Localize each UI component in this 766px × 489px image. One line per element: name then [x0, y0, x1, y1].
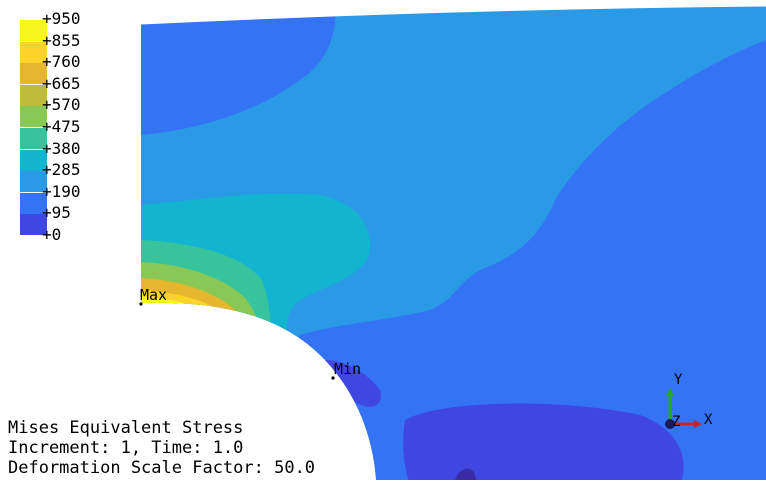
- legend-entry: +570: [20, 95, 140, 128]
- legend-label: +950: [42, 9, 81, 28]
- info-increment: Increment: 1, Time: 1.0: [8, 438, 244, 458]
- legend-swatch: [20, 192, 47, 214]
- legend-swatch: [20, 41, 47, 63]
- legend-swatch: [20, 63, 47, 85]
- legend-swatch: [20, 128, 47, 149]
- legend-entry: +190: [20, 181, 140, 214]
- legend-label: +190: [42, 181, 81, 201]
- y-axis-label: Y: [674, 372, 683, 388]
- legend-label: +570: [42, 95, 81, 115]
- z-axis-dot: [665, 419, 675, 429]
- legend-swatch: [20, 214, 47, 236]
- legend-label: +760: [42, 52, 81, 72]
- x-axis-label: X: [704, 412, 713, 428]
- z-axis-label: Z: [672, 414, 681, 430]
- min-marker: [331, 376, 335, 380]
- axis-triad: Y Z X: [660, 372, 720, 432]
- legend-label: +380: [42, 138, 81, 158]
- legend-entry: +380: [20, 138, 140, 171]
- info-title: Mises Equivalent Stress: [8, 418, 244, 438]
- legend-entry: +665: [20, 73, 140, 106]
- legend-label: +285: [42, 160, 81, 180]
- info-scale-factor: Deformation Scale Factor: 50.0: [8, 458, 316, 478]
- legend-entry: +285: [20, 160, 140, 193]
- y-axis-arrow-head: [666, 388, 674, 396]
- legend-swatch: [20, 171, 47, 193]
- legend-label: +665: [42, 73, 81, 93]
- max-marker: [139, 302, 143, 306]
- legend-label: +0: [42, 225, 62, 244]
- legend-entry: +95: [20, 203, 140, 236]
- legend-entry: +950: [20, 9, 140, 41]
- x-axis-arrow-head: [694, 420, 702, 428]
- legend-entry: +0: [20, 225, 140, 248]
- legend-label: +855: [42, 30, 81, 50]
- max-label: Max: [140, 286, 168, 304]
- legend-entry: +760: [20, 52, 140, 85]
- legend-swatch: [20, 84, 47, 106]
- legend-entry: +855: [20, 30, 140, 63]
- min-label: Min: [334, 360, 362, 378]
- legend-swatch: [20, 149, 47, 171]
- legend-label: +475: [42, 117, 81, 136]
- legend-swatch: [20, 20, 47, 41]
- legend-swatch: [20, 106, 47, 128]
- triad-arrows: [665, 388, 702, 429]
- legend-label: +95: [42, 203, 71, 223]
- legend-entry: +475: [20, 117, 140, 149]
